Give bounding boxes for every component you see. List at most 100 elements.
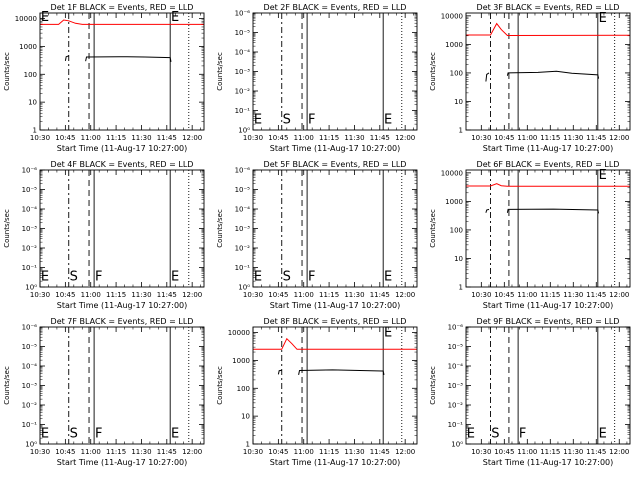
y-tick-label: 10⁻⁴ bbox=[235, 206, 251, 214]
panel-title: Det 9F BLACK = Events, RED = LLD bbox=[477, 317, 620, 326]
marker-label: E bbox=[171, 10, 179, 25]
marker-label: E bbox=[599, 168, 607, 183]
panel-title: Det 6F BLACK = Events, RED = LLD bbox=[477, 160, 620, 169]
x-tick-label: 10:30 bbox=[471, 134, 491, 142]
x-tick-label: 10:30 bbox=[243, 134, 263, 142]
x-tick-label: 10:45 bbox=[55, 291, 75, 299]
x-axis-label: Start Time (11-Aug-17 10:27:00) bbox=[57, 458, 188, 467]
x-tick-label: 10:30 bbox=[30, 291, 50, 299]
events-series-line bbox=[298, 369, 385, 376]
marker-label: S bbox=[283, 269, 291, 284]
events-series-line bbox=[85, 56, 172, 62]
y-tick-label: 10 bbox=[454, 98, 463, 106]
marker-label: F bbox=[308, 269, 315, 284]
y-tick-label: 10⁰ bbox=[238, 127, 250, 135]
y-tick-label: 10⁻³ bbox=[22, 382, 38, 390]
x-tick-label: 12:00 bbox=[395, 134, 415, 142]
events-series-line bbox=[506, 208, 600, 214]
panel-7: Det 7F BLACK = Events, RED = LLD Counts/s… bbox=[3, 317, 205, 467]
y-tick-label: 10⁻² bbox=[448, 402, 464, 410]
y-tick-label: 1000 bbox=[19, 43, 37, 51]
x-tick-label: 11:30 bbox=[344, 291, 364, 299]
x-tick-label: 10:30 bbox=[471, 291, 491, 299]
y-tick-label: 10⁻⁴ bbox=[22, 363, 38, 371]
plot-frame bbox=[39, 169, 205, 288]
y-tick-label: 10000 bbox=[441, 169, 463, 177]
x-tick-label: 11:45 bbox=[370, 448, 390, 456]
y-tick-label: 10⁻¹ bbox=[448, 421, 464, 429]
x-axis-label: Start Time (11-Aug-17 10:27:00) bbox=[483, 458, 614, 467]
y-tick-label: 10⁻¹ bbox=[235, 107, 251, 115]
panel-5: Det 5F BLACK = Events, RED = LLD Counts/s… bbox=[216, 160, 418, 310]
y-tick-label: 10⁻³ bbox=[235, 68, 251, 76]
y-tick-label: 10⁰ bbox=[25, 441, 37, 449]
panel-title: Det 4F BLACK = Events, RED = LLD bbox=[51, 160, 194, 169]
y-tick-label: 10⁻⁴ bbox=[448, 363, 464, 371]
panel-9: Det 9F BLACK = Events, RED = LLD Counts/s… bbox=[429, 317, 631, 467]
plot-frame bbox=[465, 326, 631, 445]
x-tick-label: 11:30 bbox=[563, 134, 583, 142]
x-tick-label: 11:30 bbox=[344, 448, 364, 456]
y-tick-label: 100 bbox=[450, 226, 463, 234]
x-tick-label: 11:45 bbox=[370, 291, 390, 299]
panel-title: Det 1F BLACK = Events, RED = LLD bbox=[51, 3, 194, 12]
y-tick-label: 10⁻⁶ bbox=[22, 167, 38, 175]
panel-8: Det 8F BLACK = Events, RED = LLD Counts/s… bbox=[216, 317, 418, 467]
panel-2: Det 2F BLACK = Events, RED = LLD Counts/s… bbox=[216, 3, 418, 153]
marker-label: E bbox=[384, 269, 392, 284]
y-tick-label: 10⁻⁶ bbox=[22, 324, 38, 332]
marker-label: S bbox=[283, 112, 291, 127]
x-axis-label: Start Time (11-Aug-17 10:27:00) bbox=[57, 144, 188, 153]
y-tick-label: 100 bbox=[450, 69, 463, 77]
x-tick-label: 10:45 bbox=[268, 291, 288, 299]
marker-label: E bbox=[599, 426, 607, 441]
marker-label: E bbox=[41, 10, 49, 25]
y-tick-label: 10000 bbox=[15, 15, 37, 23]
x-tick-label: 11:15 bbox=[540, 134, 560, 142]
x-tick-label: 12:00 bbox=[182, 448, 202, 456]
y-tick-label: 10⁻³ bbox=[22, 225, 38, 233]
x-tick-label: 12:00 bbox=[182, 291, 202, 299]
x-tick-label: 11:45 bbox=[586, 291, 606, 299]
marker-label: E bbox=[599, 11, 607, 26]
y-tick-label: 10⁻³ bbox=[448, 382, 464, 390]
plot-frame bbox=[252, 326, 418, 445]
y-tick-label: 10⁰ bbox=[451, 441, 463, 449]
y-tick-label: 10⁻⁶ bbox=[448, 324, 464, 332]
y-axis-label: Counts/sec bbox=[429, 209, 437, 248]
x-tick-label: 11:00 bbox=[81, 448, 101, 456]
marker-label: S bbox=[70, 426, 78, 441]
lld-series-line bbox=[253, 337, 417, 350]
x-tick-label: 11:15 bbox=[319, 448, 339, 456]
y-tick-label: 10⁻² bbox=[235, 88, 251, 96]
y-axis-label: Counts/sec bbox=[429, 366, 437, 405]
panel-title: Det 7F BLACK = Events, RED = LLD bbox=[51, 317, 194, 326]
y-tick-label: 10⁻⁵ bbox=[22, 343, 38, 351]
y-axis-label: Counts/sec bbox=[216, 366, 224, 405]
plot-frame bbox=[252, 169, 418, 288]
x-tick-label: 11:00 bbox=[81, 291, 101, 299]
x-tick-label: 11:00 bbox=[81, 134, 101, 142]
y-tick-label: 10⁰ bbox=[238, 284, 250, 292]
y-tick-label: 10⁻⁵ bbox=[448, 343, 464, 351]
y-tick-label: 1000 bbox=[445, 198, 463, 206]
x-tick-label: 10:45 bbox=[268, 134, 288, 142]
marker-label: F bbox=[519, 426, 526, 441]
y-tick-label: 10 bbox=[241, 413, 250, 421]
plot-frame bbox=[39, 12, 205, 131]
y-tick-label: 10 bbox=[454, 255, 463, 263]
marker-label: E bbox=[171, 269, 179, 284]
y-axis-label: Counts/sec bbox=[3, 52, 11, 91]
x-tick-label: 11:15 bbox=[319, 291, 339, 299]
y-axis-label: Counts/sec bbox=[429, 52, 437, 91]
marker-label: E bbox=[254, 112, 262, 127]
panel-4: Det 4F BLACK = Events, RED = LLD Counts/s… bbox=[3, 160, 205, 310]
lld-series-line bbox=[466, 22, 631, 37]
x-tick-label: 10:30 bbox=[30, 134, 50, 142]
y-tick-label: 1000 bbox=[232, 357, 250, 365]
x-axis-label: Start Time (11-Aug-17 10:27:00) bbox=[270, 144, 401, 153]
events-series-line bbox=[485, 72, 490, 82]
y-tick-label: 10000 bbox=[228, 329, 250, 337]
x-tick-label: 11:30 bbox=[563, 291, 583, 299]
x-tick-label: 11:30 bbox=[131, 291, 151, 299]
